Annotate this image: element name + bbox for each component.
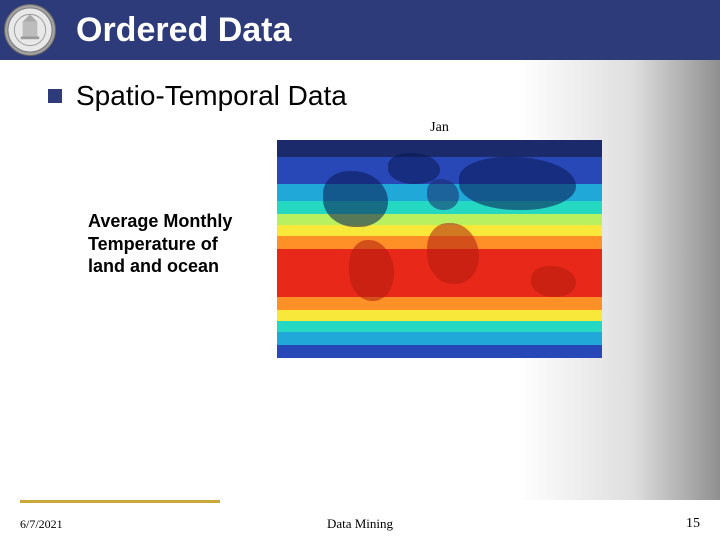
continent-blob [459,157,576,209]
heatmap-band [277,310,602,321]
heatmap-title: Jan [277,120,602,136]
description-block: Average Monthly Temperature of land and … [88,210,232,278]
bullet-row: Spatio-Temporal Data [48,80,347,112]
heatmap-band [277,214,602,225]
description-line-3: land and ocean [88,255,232,278]
heatmap-figure: Jan [277,120,602,358]
footer-subject: Data Mining [327,516,393,532]
seal-icon [7,7,53,53]
footer-date: 6/7/2021 [20,517,63,532]
heatmap-band [277,297,602,310]
heatmap-canvas [277,140,602,358]
continent-blob [531,266,577,297]
continent-blob [388,153,440,184]
slide-title: Ordered Data [76,11,291,50]
heatmap-band [277,140,602,157]
bullet-text: Spatio-Temporal Data [76,80,347,112]
footer-rule [20,500,220,503]
logo-seal [4,4,56,56]
continent-blob [427,223,479,284]
footer-page-number: 15 [686,516,700,532]
heatmap-band [277,332,602,345]
title-bar: Ordered Data [0,0,720,60]
description-line-2: Temperature of [88,233,232,256]
continent-blob [427,179,460,210]
heatmap-band [277,345,602,358]
content-area: Spatio-Temporal Data Average Monthly Tem… [0,60,720,500]
footer: 6/7/2021 Data Mining 15 [0,500,720,540]
description-line-1: Average Monthly [88,210,232,233]
bullet-square-icon [48,89,62,103]
heatmap-band [277,321,602,332]
